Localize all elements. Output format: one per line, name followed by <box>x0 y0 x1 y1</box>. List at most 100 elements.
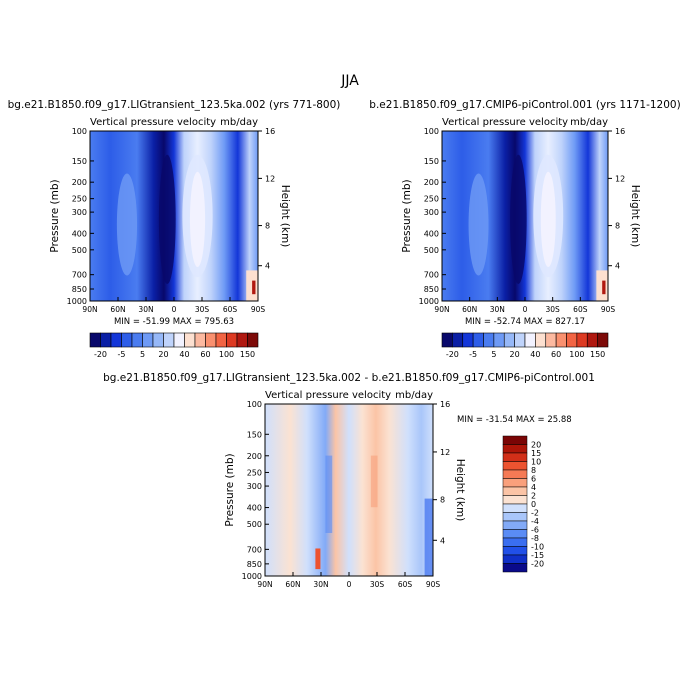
heatmap-feature <box>325 455 333 533</box>
y-right-tick-label: 8 <box>440 496 445 505</box>
x-tick-label: 90S <box>251 305 266 314</box>
colorbar-swatch <box>483 332 495 348</box>
heatmap-feature <box>468 173 489 276</box>
y-tick-label: 700 <box>72 271 87 280</box>
colorbar-label: -10 <box>531 543 544 552</box>
colorbar-swatch <box>502 537 528 547</box>
panel-top-right: b.e21.B1850.f09_g17.CMIP6-piControl.001 … <box>369 99 680 359</box>
colorbar-label: -4 <box>531 517 539 526</box>
colorbar-swatch <box>524 332 536 348</box>
colorbar-label: 20 <box>531 441 541 450</box>
panel-title: b.e21.B1850.f09_g17.CMIP6-piControl.001 … <box>369 99 680 111</box>
colorbar-label: 100 <box>219 350 234 359</box>
x-tick-label: 30N <box>138 305 153 314</box>
colorbar-label: -6 <box>531 526 539 535</box>
x-tick-label: 30S <box>546 305 561 314</box>
y-tick-label: 200 <box>72 178 87 187</box>
colorbar-swatch <box>163 332 175 348</box>
figure-title: JJA <box>340 73 359 89</box>
colorbar-label: -15 <box>531 551 544 560</box>
colorbar-swatch <box>502 495 528 505</box>
y-right-tick-label: 12 <box>440 448 450 457</box>
y-tick-label: 200 <box>424 178 439 187</box>
y-axis-label: Pressure (mb) <box>49 179 61 252</box>
colorbar-label: 0 <box>531 500 536 509</box>
panel-bottom-diff: bg.e21.B1850.f09_g17.LIGtransient_123.5k… <box>103 372 595 589</box>
colorbar-swatch <box>215 332 227 348</box>
y-tick-label: 1000 <box>242 572 262 581</box>
x-tick-label: 60S <box>398 580 413 589</box>
colorbar-swatch <box>502 478 528 488</box>
colorbar-swatch <box>502 435 528 445</box>
x-tick-label: 60N <box>462 305 477 314</box>
panel-variable-label: Vertical pressure velocity <box>90 117 216 128</box>
y-tick-label: 1000 <box>67 297 87 306</box>
y-tick-label: 850 <box>247 560 262 569</box>
x-tick-label: 90N <box>257 580 272 589</box>
x-tick-label: 90S <box>601 305 616 314</box>
colorbar-swatch <box>173 332 185 348</box>
x-tick-label: 90S <box>426 580 441 589</box>
colorbar-label: 60 <box>200 350 210 359</box>
y-tick-label: 150 <box>247 430 262 439</box>
panel-units-label: mb/day <box>570 117 608 128</box>
y-right-tick-label: 8 <box>265 222 270 231</box>
x-tick-label: 0 <box>347 580 352 589</box>
heatmap-feature <box>189 171 206 267</box>
colorbar-label: -8 <box>531 534 539 543</box>
colorbar-swatch <box>226 332 238 348</box>
colorbar-swatch <box>236 332 248 348</box>
y-tick-label: 200 <box>247 452 262 461</box>
heatmap-feature <box>602 280 606 295</box>
colorbar-label: -5 <box>469 350 477 359</box>
colorbar-swatch <box>597 332 609 348</box>
y-tick-label: 400 <box>247 504 262 513</box>
heatmap-feature <box>510 154 527 284</box>
panel-title: bg.e21.B1850.f09_g17.LIGtransient_123.5k… <box>103 372 595 384</box>
y-right-axis-label: Height (km) <box>279 185 291 248</box>
y-tick-label: 850 <box>72 285 87 294</box>
colorbar-label: 20 <box>510 350 520 359</box>
y-tick-label: 150 <box>72 157 87 166</box>
colorbar-swatch <box>502 546 528 556</box>
heatmap-feature <box>116 173 138 276</box>
colorbar-label: 150 <box>590 350 605 359</box>
colorbar-swatch <box>89 332 101 348</box>
x-tick-label: 0 <box>172 305 177 314</box>
stats-label: MIN = -51.99 MAX = 795.63 <box>114 317 234 327</box>
y-tick-label: 300 <box>424 208 439 217</box>
y-tick-label: 850 <box>424 285 439 294</box>
x-tick-label: 60N <box>110 305 125 314</box>
colorbar-swatch <box>502 486 528 496</box>
y-tick-label: 250 <box>424 195 439 204</box>
y-tick-label: 300 <box>247 482 262 491</box>
colorbar-swatch <box>493 332 505 348</box>
y-tick-label: 400 <box>424 229 439 238</box>
colorbar-swatch <box>502 554 528 564</box>
y-tick-label: 500 <box>247 520 262 529</box>
heatmap-feature <box>370 455 378 508</box>
colorbar-swatch <box>247 332 259 348</box>
x-tick-label: 30S <box>195 305 210 314</box>
y-tick-label: 100 <box>247 400 262 409</box>
x-tick-label: 30N <box>313 580 328 589</box>
y-right-tick-label: 4 <box>265 262 270 271</box>
colorbar-label: 5 <box>140 350 145 359</box>
colorbar-swatch <box>194 332 206 348</box>
x-tick-label: 60N <box>285 580 300 589</box>
stats-label: MIN = -31.54 MAX = 25.88 <box>457 415 572 425</box>
y-tick-label: 400 <box>72 229 87 238</box>
x-tick-label: 30S <box>370 580 385 589</box>
panel-variable-label: Vertical pressure velocity <box>442 117 568 128</box>
colorbar-label: 10 <box>531 458 541 467</box>
colorbar-label: -20 <box>94 350 107 359</box>
colorbar-swatch <box>555 332 567 348</box>
heatmap-feature <box>540 171 556 267</box>
colorbar-swatch <box>142 332 154 348</box>
colorbar-swatch <box>502 469 528 479</box>
y-tick-label: 500 <box>424 246 439 255</box>
colorbar-swatch <box>535 332 547 348</box>
y-tick-label: 100 <box>72 127 87 136</box>
colorbar-label: 40 <box>530 350 540 359</box>
y-tick-label: 250 <box>247 468 262 477</box>
